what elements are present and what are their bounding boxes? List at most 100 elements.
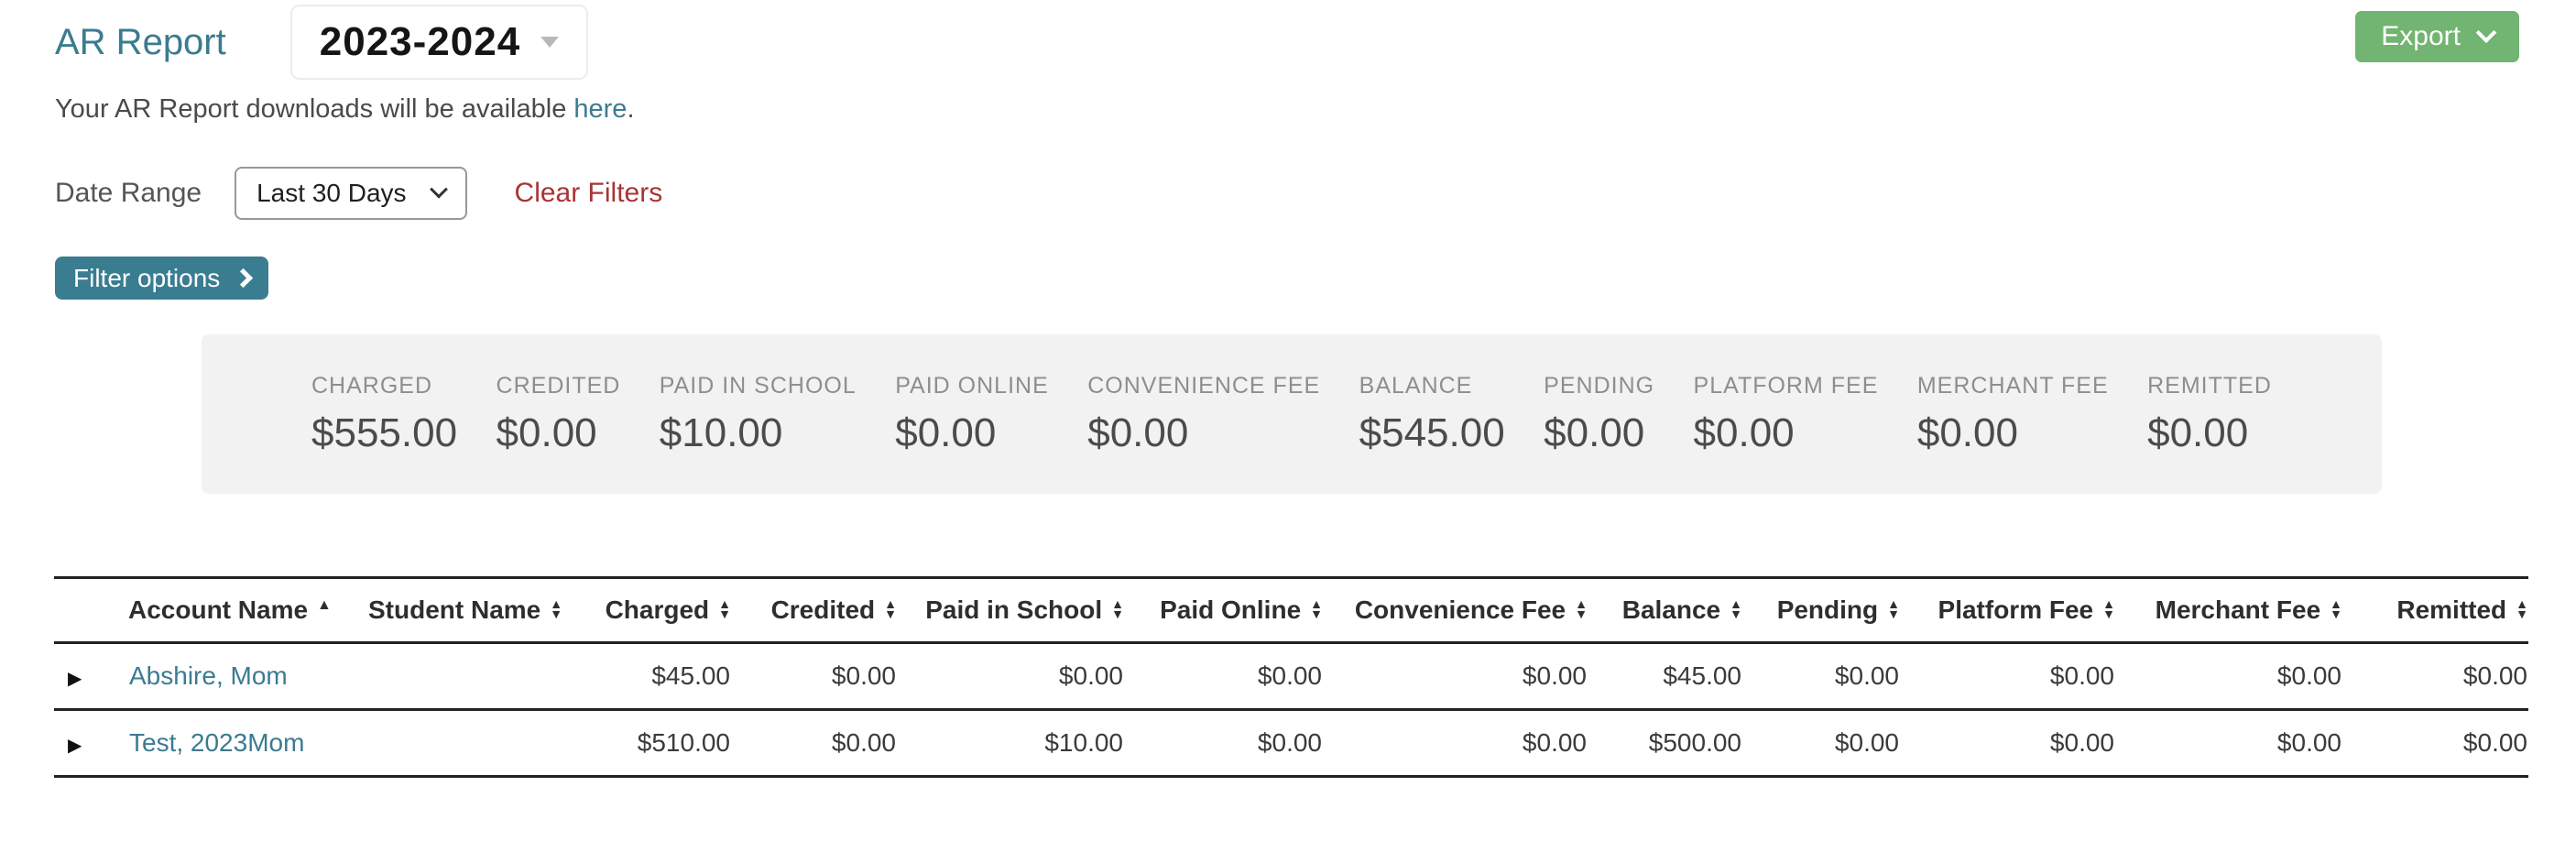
remitted-cell: $0.00 [2462,728,2527,757]
column-header-remitted[interactable]: Remitted [2342,578,2528,643]
column-header-convenience-fee[interactable]: Convenience Fee [1323,578,1588,643]
stat-label: CHARGED [311,372,433,399]
column-header-balance[interactable]: Balance [1588,578,1742,643]
stat-label: REMITTED [2147,372,2272,399]
sort-icon [1887,599,1900,619]
credited-cell: $0.00 [831,661,896,690]
account-name-link[interactable]: Test, 2023Mom [129,728,305,757]
stat-label: PAID IN SCHOOL [659,372,857,399]
remitted-cell: $0.00 [2462,661,2527,690]
sort-icon [550,599,562,619]
paid-online-cell: $0.00 [1257,661,1322,690]
charged-cell: $45.00 [651,661,730,690]
column-label: Charged [605,595,710,624]
student-name-cell [368,643,559,710]
stat-remitted: REMITTED $0.00 [2147,373,2272,456]
date-range-row: Date Range Last 30 Days Clear Filters [55,167,2576,220]
convenience-fee-cell: $0.00 [1522,728,1587,757]
report-table: Account Name Student Name Charged Credit… [54,576,2528,778]
stat-label: PENDING [1544,372,1655,399]
pending-cell: $0.00 [1834,661,1899,690]
school-year-dropdown[interactable]: 2023-2024 [289,5,589,80]
stat-value: $555.00 [311,410,458,455]
table-row: Test, 2023Mom $510.00 $0.00 $10.00 $0.00… [54,710,2528,777]
row-expander-icon[interactable] [55,669,82,689]
column-header-credited[interactable]: Credited [731,578,897,643]
student-name-cell [368,710,559,777]
download-note-period: . [627,94,635,124]
stat-balance: BALANCE $545.00 [1359,373,1505,456]
paid-in-school-cell: $0.00 [1058,661,1123,690]
sort-icon [884,599,897,619]
date-range-select[interactable]: Last 30 Days [235,167,467,220]
sort-icon [2516,599,2528,619]
stat-credited: CREDITED $0.00 [497,373,621,456]
column-header-paid-in-school[interactable]: Paid in School [897,578,1124,643]
summary-stats-bar: CHARGED $555.00 CREDITED $0.00 PAID IN S… [202,334,2382,494]
column-label: Paid in School [925,595,1103,624]
column-header-student-name[interactable]: Student Name [368,578,559,643]
filter-options-button[interactable]: Filter options [55,257,269,300]
column-header-merchant-fee[interactable]: Merchant Fee [2115,578,2342,643]
sort-icon [1730,599,1742,619]
column-header-platform-fee[interactable]: Platform Fee [1900,578,2115,643]
title-row: AR Report 2023-2024 [55,5,2576,80]
pending-cell: $0.00 [1834,728,1899,757]
download-note: Your AR Report downloads will be availab… [55,94,2576,125]
sort-icon [718,599,731,619]
column-label: Merchant Fee [2155,595,2321,624]
column-label: Balance [1621,595,1721,624]
date-range-label: Date Range [55,178,202,208]
paid-in-school-cell: $10.00 [1044,728,1123,757]
merchant-fee-cell: $0.00 [2276,661,2341,690]
stat-charged: CHARGED $555.00 [311,373,457,456]
balance-cell: $45.00 [1663,661,1741,690]
credited-cell: $0.00 [831,728,896,757]
stat-paid-online: PAID ONLINE $0.00 [895,373,1049,456]
convenience-fee-cell: $0.00 [1522,661,1587,690]
column-header-pending[interactable]: Pending [1742,578,1900,643]
stat-merchant-fee: MERCHANT FEE $0.00 [1917,373,2109,456]
row-expander-icon[interactable] [55,736,82,756]
merchant-fee-cell: $0.00 [2276,728,2341,757]
stat-label: PLATFORM FEE [1693,372,1879,399]
sort-icon [2330,599,2342,619]
chevron-right-icon [234,268,254,289]
balance-cell: $500.00 [1648,728,1741,757]
column-header-account-name[interactable]: Account Name [128,578,368,643]
column-label: Paid Online [1160,595,1302,624]
date-range-selected-value: Last 30 Days [257,179,407,207]
account-name-cell: Test, 2023Mom [128,710,368,777]
school-year-value: 2023-2024 [319,19,521,64]
stat-label: PAID ONLINE [895,372,1049,399]
stat-label: CREDITED [496,372,621,399]
sort-ascending-icon [317,598,332,613]
stat-value: $0.00 [1544,410,1645,455]
sort-icon [2102,599,2115,619]
stat-paid-in-school: PAID IN SCHOOL $10.00 [660,373,857,456]
column-label: Remitted [2396,595,2507,624]
stat-label: MERCHANT FEE [1916,372,2109,399]
column-header-charged[interactable]: Charged [559,578,731,643]
stat-label: BALANCE [1359,372,1473,399]
stat-label: CONVENIENCE FEE [1087,372,1321,399]
column-header-paid-online[interactable]: Paid Online [1124,578,1323,643]
stat-convenience-fee: CONVENIENCE FEE $0.00 [1087,373,1320,456]
download-here-link[interactable]: here [573,94,628,124]
report-table-wrap: Account Name Student Name Charged Credit… [54,576,2528,778]
caret-down-icon [540,37,560,48]
sort-icon [1310,599,1323,619]
table-header-row: Account Name Student Name Charged Credit… [54,577,2528,643]
stat-pending: PENDING $0.00 [1544,373,1654,456]
account-name-link[interactable]: Abshire, Mom [129,661,288,690]
clear-filters-link[interactable]: Clear Filters [514,178,663,208]
column-label: Platform Fee [1937,595,2094,624]
expander-column-header [54,578,128,643]
platform-fee-cell: $0.00 [2049,661,2114,690]
export-button[interactable]: Export [2355,11,2519,62]
stat-value: $545.00 [1359,410,1505,455]
stat-value: $0.00 [1693,410,1795,455]
chevron-down-icon [2475,22,2497,44]
download-note-text: Your AR Report downloads will be availab… [55,94,574,124]
